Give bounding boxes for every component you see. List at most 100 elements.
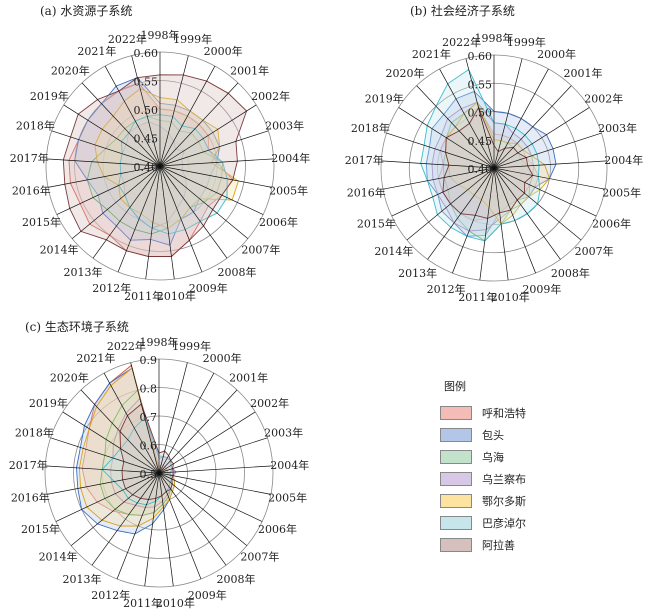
category-label: 2003年 [598, 121, 637, 135]
legend-label: 乌兰察布 [482, 473, 526, 486]
legend: 图例 呼和浩特 包头 乌海 乌兰察布 鄂尔多斯 巴彦淖尔 阿拉善 [440, 378, 526, 556]
category-label: 2007年 [241, 243, 280, 257]
axis-spoke [80, 389, 160, 474]
chart-a-title: (a) 水资源子系统 [40, 4, 133, 18]
tick-label: 0.55 [468, 78, 493, 91]
axis-spoke [391, 167, 495, 217]
category-label: 2009年 [189, 281, 228, 295]
category-label: 2016年 [11, 491, 50, 505]
axis-spoke [45, 465, 160, 474]
axis-spoke [493, 107, 590, 169]
axis-spoke [145, 165, 161, 280]
axis-spoke [382, 167, 495, 190]
axis-spoke [46, 472, 160, 495]
category-label: 2012年 [92, 281, 131, 295]
axis-spoke [159, 65, 216, 167]
category-label: 2001年 [230, 64, 269, 78]
axis-spoke [116, 472, 160, 580]
axis-spoke [398, 107, 495, 169]
category-label: 2005年 [269, 184, 308, 198]
category-label: 2014年 [40, 243, 79, 257]
category-label: 1999年 [507, 35, 546, 49]
axis-spoke [62, 411, 160, 474]
category-label: 2022年 [442, 35, 481, 49]
category-label: 2006年 [258, 522, 297, 536]
axis-spoke [158, 389, 238, 474]
category-label: 2013年 [63, 572, 102, 586]
category-label: 1998年 [141, 28, 180, 42]
axis-spoke [493, 160, 607, 169]
category-label: 2000年 [537, 47, 576, 61]
axis-spoke [493, 85, 572, 169]
category-label: 2003年 [264, 426, 303, 440]
category-label: 2006年 [259, 215, 298, 229]
category-label: 2020年 [51, 64, 90, 78]
legend-swatch [440, 494, 472, 508]
category-label: 2010年 [491, 290, 530, 304]
category-label: 2016年 [347, 185, 386, 199]
axis-spoke [493, 58, 523, 169]
axis-spoke [130, 362, 160, 474]
axis-spoke [159, 165, 203, 273]
category-label: 1998年 [475, 31, 514, 45]
category-label: 2022年 [107, 339, 146, 353]
category-label: 2015年 [21, 522, 60, 536]
axis-spoke [159, 130, 269, 167]
category-label: 2002年 [584, 91, 623, 105]
chart-c-title: (c) 生态环境子系统 [25, 320, 129, 334]
category-label: 1999年 [173, 32, 212, 46]
axis-spoke [406, 167, 495, 241]
axis-spoke [158, 411, 256, 474]
legend-label: 鄂尔多斯 [482, 495, 526, 508]
category-label: 2021年 [76, 351, 115, 365]
category-label: 2002年 [251, 89, 290, 103]
category-label: 2013年 [398, 266, 437, 280]
legend-title: 图例 [444, 380, 466, 393]
axis-spoke [381, 160, 495, 169]
category-label: 2010年 [156, 596, 195, 609]
category-label: 2021年 [412, 47, 451, 61]
axis-spoke [51, 130, 161, 167]
category-label: 2014年 [39, 550, 78, 564]
axis-spoke [158, 472, 263, 522]
axis-spoke [465, 58, 495, 169]
axis-spoke [493, 167, 582, 241]
category-label: 2005年 [602, 185, 641, 199]
category-label: 2008年 [551, 266, 590, 280]
legend-item: 乌海 [440, 446, 526, 468]
series-3 [431, 101, 534, 232]
tick-label: 0.40 [134, 161, 159, 174]
axis-spoke [159, 82, 239, 167]
axis-spoke [493, 167, 597, 217]
category-label: 2018年 [351, 121, 390, 135]
axis-spoke [104, 65, 161, 167]
category-label: 2019年 [30, 89, 69, 103]
axis-spoke [81, 82, 161, 167]
legend-item: 呼和浩特 [440, 402, 526, 424]
legend-item: 乌兰察布 [440, 468, 526, 490]
category-label: 2009年 [188, 588, 227, 602]
axis-spoke [158, 472, 272, 495]
axis-spoke [159, 165, 273, 188]
legend-item: 巴彦淖尔 [440, 512, 526, 534]
axis-spoke [159, 165, 264, 215]
axis-spoke [386, 132, 495, 169]
category-label: 2022年 [108, 32, 147, 46]
legend-label: 包头 [482, 429, 504, 442]
axis-spoke [493, 167, 561, 260]
category-label: 2006年 [592, 216, 631, 230]
legend-item: 包头 [440, 424, 526, 446]
axis-spoke [131, 55, 161, 167]
tick-label: 0.7 [140, 411, 158, 424]
axis-spoke [159, 165, 228, 259]
legend-label: 呼和浩特 [482, 407, 526, 420]
series-5 [118, 114, 228, 235]
axis-spoke [159, 165, 249, 239]
tick-label: 0.50 [468, 107, 493, 120]
legend-swatch [440, 428, 472, 442]
legend-swatch [440, 450, 472, 464]
tick-label: 0.5 [140, 468, 158, 481]
